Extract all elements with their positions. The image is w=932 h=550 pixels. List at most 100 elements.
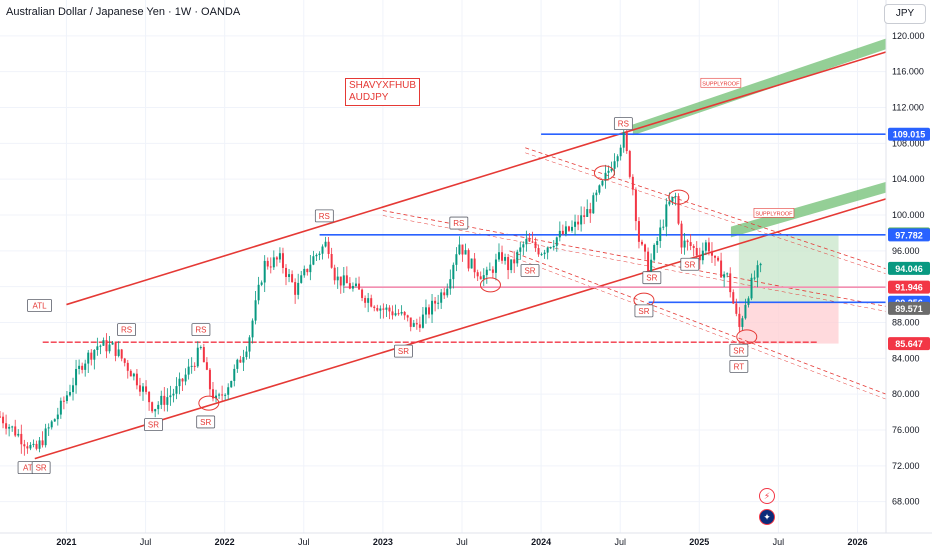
candle xyxy=(20,433,23,445)
candle xyxy=(324,241,327,247)
price-tag: 91.946 xyxy=(888,280,930,294)
candle xyxy=(759,263,762,266)
author-name: SHAVYXFHUB xyxy=(349,80,417,91)
candle xyxy=(178,378,181,387)
pattern-marker-label: RT xyxy=(734,362,745,371)
candle xyxy=(184,374,187,382)
price-tag-label: 85.647 xyxy=(895,339,923,349)
price-tag: 89.571 xyxy=(888,301,930,315)
candle xyxy=(552,245,555,248)
candle xyxy=(218,394,221,396)
price-tag: 97.782 xyxy=(888,228,930,242)
pattern-marker xyxy=(520,264,540,277)
price-tag: 94.046 xyxy=(888,261,930,275)
candle xyxy=(2,416,5,424)
candle xyxy=(692,245,695,249)
supply-label-box xyxy=(700,77,742,88)
candle xyxy=(99,345,102,347)
candle xyxy=(281,253,284,268)
candle xyxy=(257,284,260,301)
candle xyxy=(227,387,230,395)
candle xyxy=(604,172,607,181)
candle xyxy=(53,419,56,422)
candle xyxy=(233,368,236,381)
candle xyxy=(391,311,394,316)
price-tick-label: 84.000 xyxy=(892,353,920,363)
candle xyxy=(610,168,613,171)
candle xyxy=(421,314,424,328)
candle xyxy=(211,389,214,399)
candle xyxy=(726,273,729,275)
candle xyxy=(196,347,199,367)
candle xyxy=(619,147,622,157)
candle xyxy=(333,267,336,281)
candle xyxy=(145,386,148,392)
time-tick-label: 2023 xyxy=(373,537,393,547)
candle xyxy=(300,275,303,283)
candle xyxy=(564,226,567,234)
pattern-marker-label: SR xyxy=(524,267,535,276)
candle xyxy=(11,426,14,428)
candle xyxy=(571,226,574,231)
candle xyxy=(531,241,534,243)
candle xyxy=(388,307,391,312)
candle xyxy=(583,215,586,217)
candle xyxy=(376,308,379,311)
price-tag-bg xyxy=(888,301,930,315)
flag-icon[interactable]: ✦ xyxy=(759,509,775,525)
candle xyxy=(38,440,41,449)
candle xyxy=(169,395,172,398)
candle xyxy=(8,426,11,429)
candle xyxy=(193,365,196,367)
candle xyxy=(714,255,717,258)
candle xyxy=(412,323,415,327)
candle xyxy=(519,247,522,252)
candle xyxy=(81,365,84,370)
candle xyxy=(513,259,516,264)
candle xyxy=(230,380,233,388)
pattern-marker xyxy=(449,216,469,230)
candle xyxy=(297,282,300,295)
time-tick-label: 2021 xyxy=(56,537,76,547)
candle xyxy=(345,275,348,284)
time-axis xyxy=(0,533,932,550)
candle xyxy=(32,443,35,445)
pattern-marker xyxy=(117,323,136,337)
price-tag-bg xyxy=(888,280,930,294)
candle xyxy=(479,276,482,280)
candle xyxy=(671,197,674,202)
candle xyxy=(446,288,449,296)
candle xyxy=(501,252,504,261)
supply-band xyxy=(632,38,886,136)
highlight-circle xyxy=(668,189,690,205)
candle xyxy=(546,247,549,253)
candle xyxy=(668,201,671,205)
currency-selector[interactable]: JPY xyxy=(884,4,926,24)
candle xyxy=(306,268,309,273)
candle xyxy=(683,240,686,248)
highlight-circle xyxy=(479,277,501,293)
candle xyxy=(75,368,78,386)
candle xyxy=(659,227,662,242)
candle xyxy=(135,373,138,386)
candle xyxy=(199,347,202,349)
author-label: SHAVYXFHUB AUDJPY xyxy=(345,78,421,106)
candle xyxy=(586,209,589,217)
candle xyxy=(263,260,266,283)
candle xyxy=(370,298,373,307)
candle xyxy=(534,241,537,249)
candle xyxy=(126,362,129,371)
candle xyxy=(354,283,357,286)
lightning-icon[interactable]: ⚡ xyxy=(759,488,775,504)
candle xyxy=(248,337,251,352)
candle xyxy=(555,237,558,246)
candle xyxy=(756,265,759,278)
candle xyxy=(494,259,497,273)
candle xyxy=(361,289,364,298)
pattern-marker xyxy=(394,344,413,358)
candle xyxy=(470,258,473,269)
candle xyxy=(695,248,698,256)
candle xyxy=(473,258,476,273)
